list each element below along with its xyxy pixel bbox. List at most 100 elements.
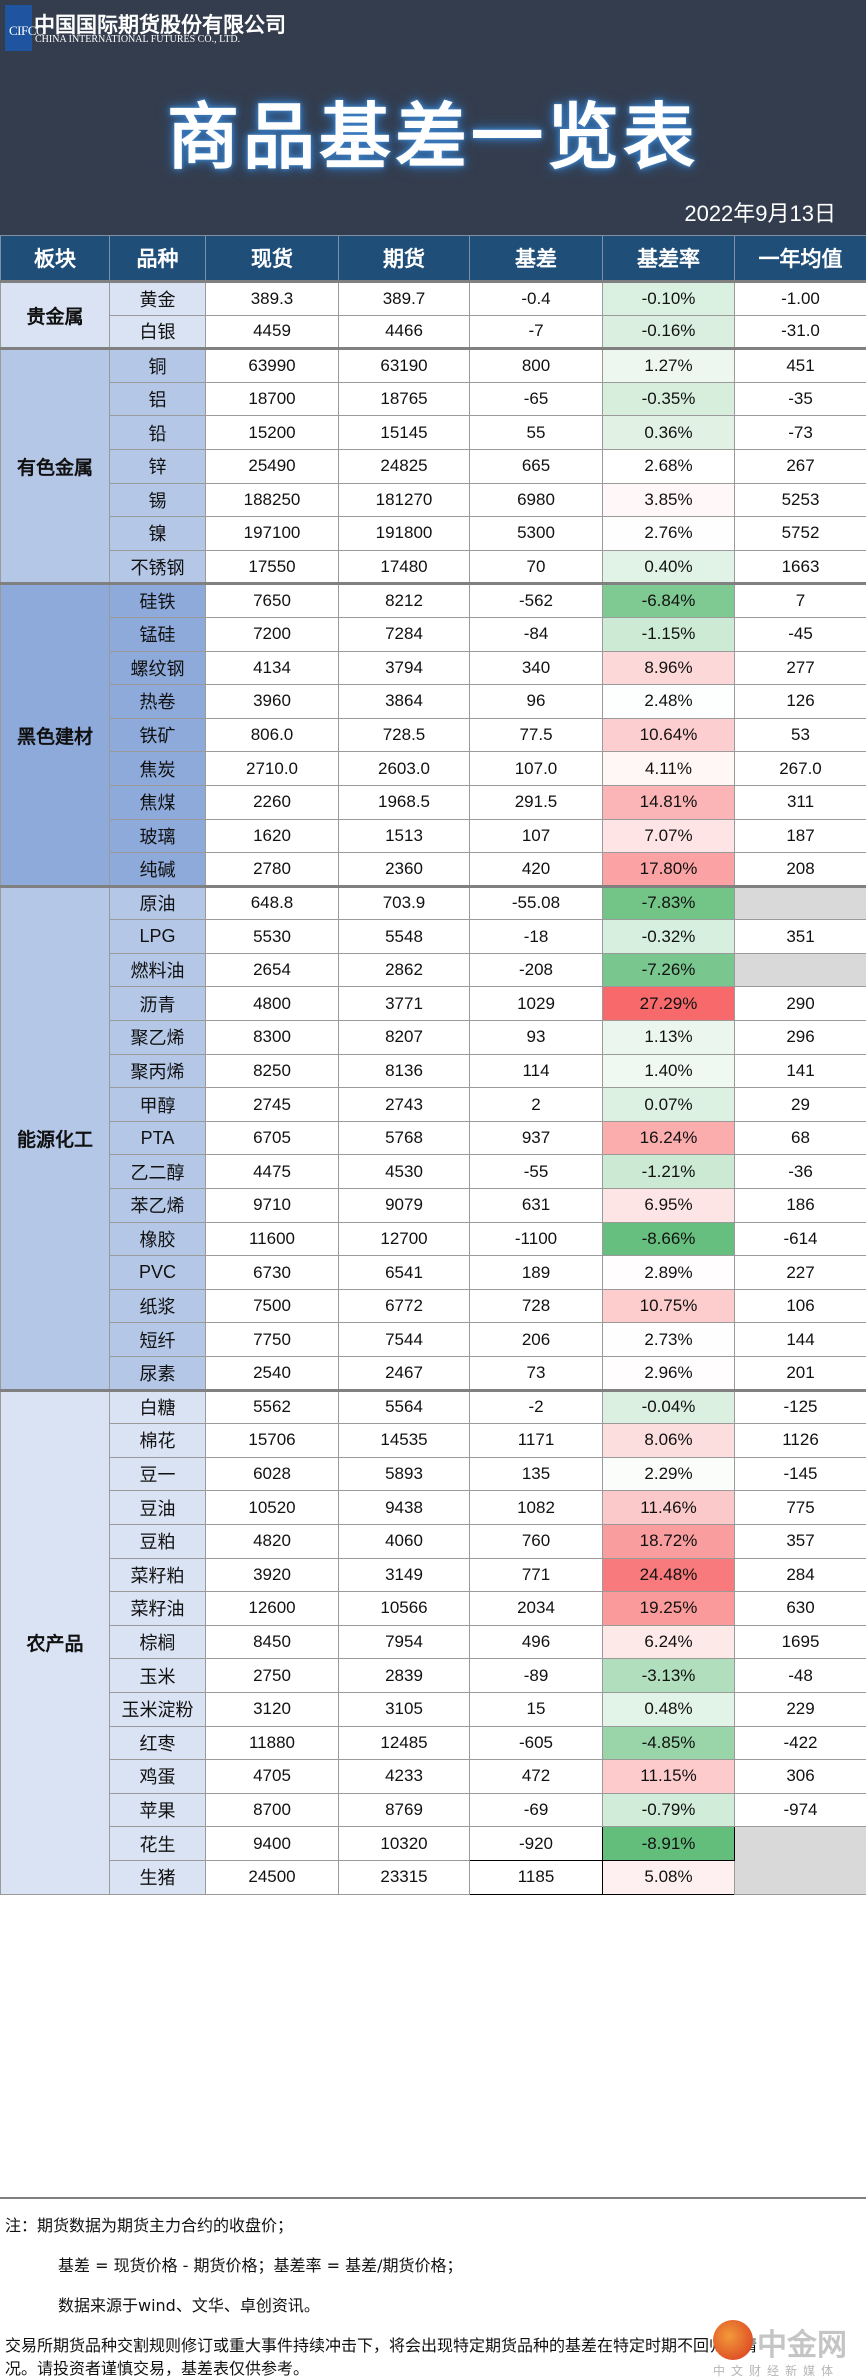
basis-cell: 15 — [469, 1691, 603, 1727]
spot-cell: 389.3 — [205, 280, 339, 316]
variety-cell: 玉米 — [109, 1658, 206, 1693]
table-header-row: 板块 品种 现货 期货 基差 基差率 一年均值 — [0, 235, 866, 283]
basis-rate-cell: 18.72% — [602, 1523, 735, 1559]
table-row: 玉米淀粉 3120 3105 15 0.48% 229 — [1, 1691, 866, 1727]
basis-table: 板块 品种 现货 期货 基差 基差率 一年均值 贵金属 黄金 389.3 389.7-… — [0, 235, 866, 1895]
table-row: 锌 25490 24825 665 2.68% 267 — [1, 448, 866, 484]
variety-cell: 生猪 — [109, 1859, 206, 1895]
futures-cell: 9079 — [338, 1188, 470, 1223]
spot-cell: 18700 — [205, 381, 339, 417]
variety-cell: 橡胶 — [109, 1221, 206, 1257]
futures-cell: 703.9 — [338, 884, 470, 921]
futures-cell: 18765 — [338, 381, 470, 417]
col-header-year-avg: 一年均值 — [734, 235, 866, 283]
basis-rate-cell: 0.40% — [602, 549, 735, 585]
col-header-futures: 期货 — [338, 235, 470, 283]
basis-rate-cell: -0.79% — [602, 1792, 735, 1828]
spot-cell: 4800 — [205, 986, 339, 1022]
basis-rate-cell: 2.96% — [602, 1356, 735, 1391]
basis-rate-cell: -3.13% — [602, 1658, 735, 1693]
table-row: 苯乙烯 9710 9079 631 6.95% 186 — [1, 1188, 866, 1223]
table-row: 红枣 11880 12485 -605 -4.85% -422 — [1, 1725, 866, 1761]
basis-cell: 420 — [469, 852, 603, 887]
table-row: 纯碱 2780 2360 420 17.80% 208 — [1, 852, 866, 887]
futures-cell: 10320 — [338, 1826, 470, 1861]
basis-cell: 70 — [469, 549, 603, 585]
year-avg-cell: 126 — [734, 684, 866, 719]
basis-cell: 1171 — [469, 1423, 603, 1458]
spot-cell: 24500 — [205, 1859, 339, 1895]
table-row: 菜籽油 12600 10566 2034 19.25% 630 — [1, 1591, 866, 1626]
table-row: 白银 4459 4466 -7 -0.16% -31.0 — [1, 314, 866, 350]
year-avg-cell: 227 — [734, 1255, 866, 1290]
basis-rate-cell: 8.96% — [602, 650, 735, 686]
variety-cell: 鸡蛋 — [109, 1759, 206, 1794]
sector-cell: 贵金属 — [0, 279, 110, 350]
basis-cell: 760 — [469, 1523, 603, 1559]
table-row: 燃料油 2654 2862 -208 -7.26% — [1, 952, 866, 988]
year-avg-cell: 208 — [734, 852, 866, 887]
basis-cell: 771 — [469, 1557, 603, 1593]
spot-cell: 6730 — [205, 1255, 339, 1290]
variety-cell: 花生 — [109, 1826, 206, 1861]
spot-cell: 197100 — [205, 516, 339, 551]
futures-cell: 1968.5 — [338, 784, 470, 820]
futures-cell: 8207 — [338, 1020, 470, 1055]
futures-cell: 3794 — [338, 650, 470, 686]
cifco-logo: CIFCO — [5, 5, 45, 51]
basis-cell: 107.0 — [469, 751, 603, 786]
futures-cell: 12700 — [338, 1221, 470, 1257]
futures-cell: 8769 — [338, 1792, 470, 1828]
basis-rate-cell: -0.32% — [602, 919, 735, 954]
spot-cell: 25490 — [205, 448, 339, 484]
basis-rate-cell: 2.29% — [602, 1456, 735, 1492]
basis-cell: 340 — [469, 650, 603, 686]
spot-cell: 2260 — [205, 784, 339, 820]
year-avg-cell: -45 — [734, 616, 866, 652]
futures-cell: 3771 — [338, 986, 470, 1022]
basis-cell: 1029 — [469, 986, 603, 1022]
variety-cell: 苯乙烯 — [109, 1188, 206, 1223]
year-avg-cell: -614 — [734, 1221, 866, 1257]
basis-cell: -7 — [469, 314, 603, 350]
sector-cell: 有色金属 — [0, 347, 110, 585]
table-row: 焦煤 2260 1968.5 291.5 14.81% 311 — [1, 784, 866, 820]
basis-cell: -562 — [469, 582, 603, 618]
table-row: 玻璃 1620 1513 107 7.07% 187 — [1, 818, 866, 854]
basis-rate-cell: 1.13% — [602, 1020, 735, 1055]
variety-cell: 镍 — [109, 516, 206, 551]
basis-rate-cell: 3.85% — [602, 482, 735, 518]
spot-cell: 4459 — [205, 314, 339, 350]
basis-cell: 206 — [469, 1322, 603, 1357]
year-avg-cell: 351 — [734, 919, 866, 954]
year-avg-cell: 187 — [734, 818, 866, 854]
year-avg-cell: -145 — [734, 1456, 866, 1492]
variety-cell: 红枣 — [109, 1725, 206, 1761]
year-avg-cell: -125 — [734, 1388, 866, 1425]
company-name-cn: 中国国际期货股份有限公司 — [34, 13, 286, 37]
table-row: 豆油 10520 9438 1082 11.46% 775 — [1, 1490, 866, 1525]
year-avg-cell: -974 — [734, 1792, 866, 1828]
basis-cell: 2034 — [469, 1591, 603, 1626]
year-avg-cell: 106 — [734, 1288, 866, 1324]
year-avg-cell: 311 — [734, 784, 866, 820]
variety-cell: 不锈钢 — [109, 549, 206, 585]
basis-rate-cell: -7.83% — [602, 884, 735, 921]
spot-cell: 15706 — [205, 1423, 339, 1458]
table-row: 锡 188250 181270 6980 3.85% 5253 — [1, 482, 866, 518]
basis-rate-cell: 0.07% — [602, 1087, 735, 1122]
futures-cell: 7544 — [338, 1322, 470, 1357]
table-row: 菜籽粕 3920 3149 771 24.48% 284 — [1, 1557, 866, 1593]
futures-cell: 14535 — [338, 1423, 470, 1458]
spot-cell: 6705 — [205, 1120, 339, 1156]
futures-cell: 2743 — [338, 1087, 470, 1122]
variety-cell: 铜 — [109, 347, 206, 383]
table-row: 棕榈 8450 7954 496 6.24% 1695 — [1, 1624, 866, 1660]
year-avg-cell: 1663 — [734, 549, 866, 585]
basis-cell: -18 — [469, 919, 603, 954]
futures-cell: 63190 — [338, 347, 470, 383]
basis-cell: -55.08 — [469, 884, 603, 921]
year-avg-cell: 290 — [734, 986, 866, 1022]
futures-cell: 2839 — [338, 1658, 470, 1693]
basis-rate-cell: 1.27% — [602, 347, 735, 383]
